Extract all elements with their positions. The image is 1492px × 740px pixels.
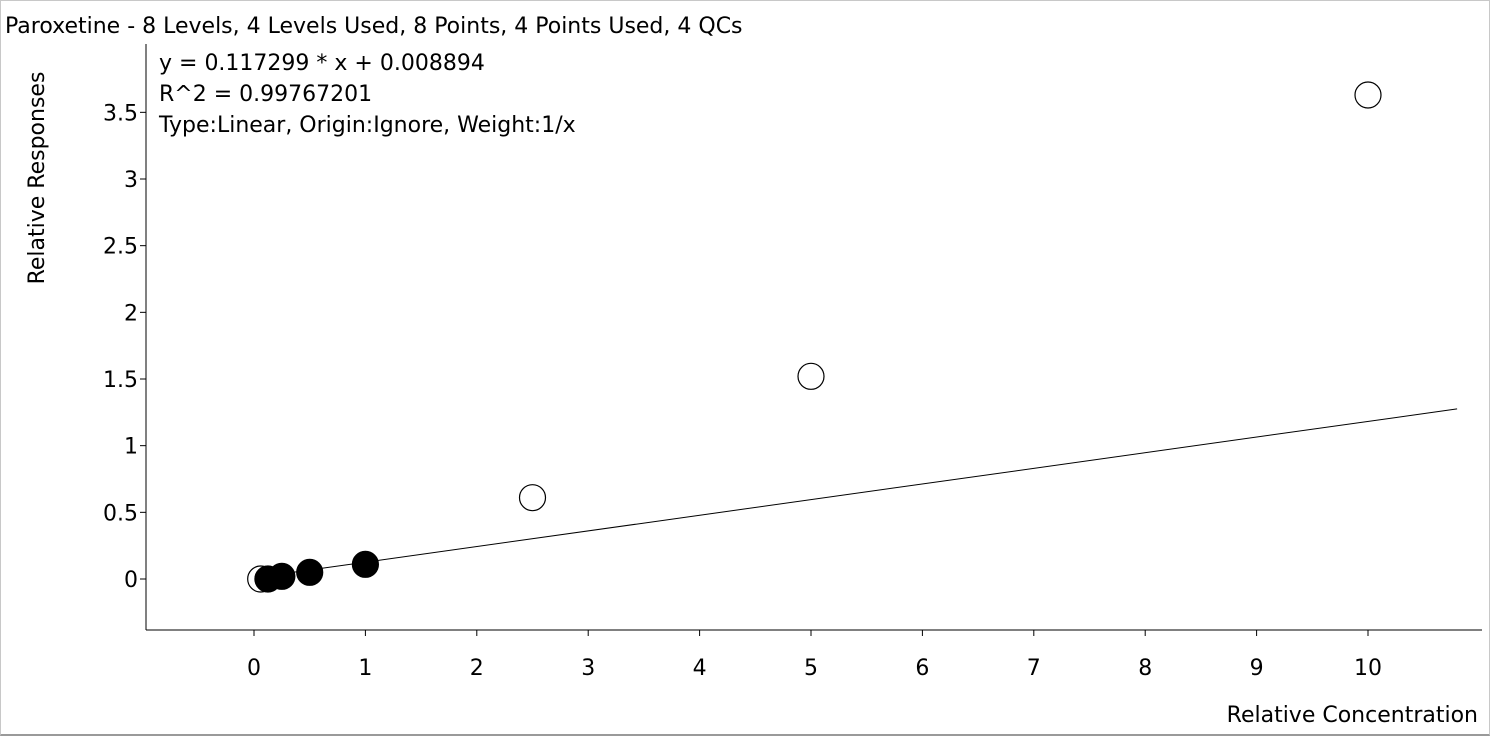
x-tick-label: 10 bbox=[1354, 656, 1382, 681]
fit-line bbox=[253, 408, 1458, 579]
chart-title: Paroxetine - 8 Levels, 4 Levels Used, 8 … bbox=[5, 14, 743, 39]
y-axis-ticks: 0 0.5 1 1.5 2 2.5 3 3.5 bbox=[103, 101, 146, 593]
equation-text: y = 0.117299 * x + 0.008894 bbox=[159, 51, 485, 76]
data-point-used bbox=[268, 562, 296, 590]
data-points bbox=[247, 81, 1382, 593]
y-tick-label: 3 bbox=[124, 168, 138, 193]
y-tick-label: 2.5 bbox=[103, 235, 138, 260]
x-tick-label: 5 bbox=[804, 656, 818, 681]
data-point-excluded bbox=[518, 484, 547, 512]
x-tick-label: 1 bbox=[358, 656, 372, 681]
data-point-excluded bbox=[797, 362, 825, 390]
y-tick-label: 0.5 bbox=[103, 501, 138, 526]
x-axis-title: Relative Concentration bbox=[1227, 703, 1478, 728]
data-point-used bbox=[351, 550, 379, 578]
data-point-used bbox=[296, 558, 324, 586]
y-tick-label: 3.5 bbox=[103, 101, 138, 126]
y-tick-label: 2 bbox=[124, 301, 138, 326]
r-squared-text: R^2 = 0.99767201 bbox=[159, 82, 372, 107]
data-point-excluded bbox=[1354, 81, 1382, 109]
x-tick-label: 2 bbox=[470, 656, 484, 681]
x-tick-label: 6 bbox=[915, 656, 929, 681]
y-axis-title: Relative Responses bbox=[25, 72, 50, 285]
x-tick-label: 0 bbox=[247, 656, 261, 681]
fit-type-text: Type:Linear, Origin:Ignore, Weight:1/x bbox=[158, 113, 576, 138]
x-tick-label: 4 bbox=[693, 656, 707, 681]
y-tick-label: 1 bbox=[124, 435, 138, 460]
x-tick-label: 8 bbox=[1138, 656, 1152, 681]
x-tick-label: 7 bbox=[1027, 656, 1041, 681]
fit-line-group bbox=[253, 408, 1458, 579]
x-tick-label: 9 bbox=[1250, 656, 1264, 681]
x-tick-label: 3 bbox=[581, 656, 595, 681]
y-tick-label: 0 bbox=[124, 568, 138, 593]
x-axis-ticks: 0 1 2 3 4 5 6 7 8 9 10 bbox=[247, 630, 1382, 681]
y-tick-label: 1.5 bbox=[103, 368, 138, 393]
